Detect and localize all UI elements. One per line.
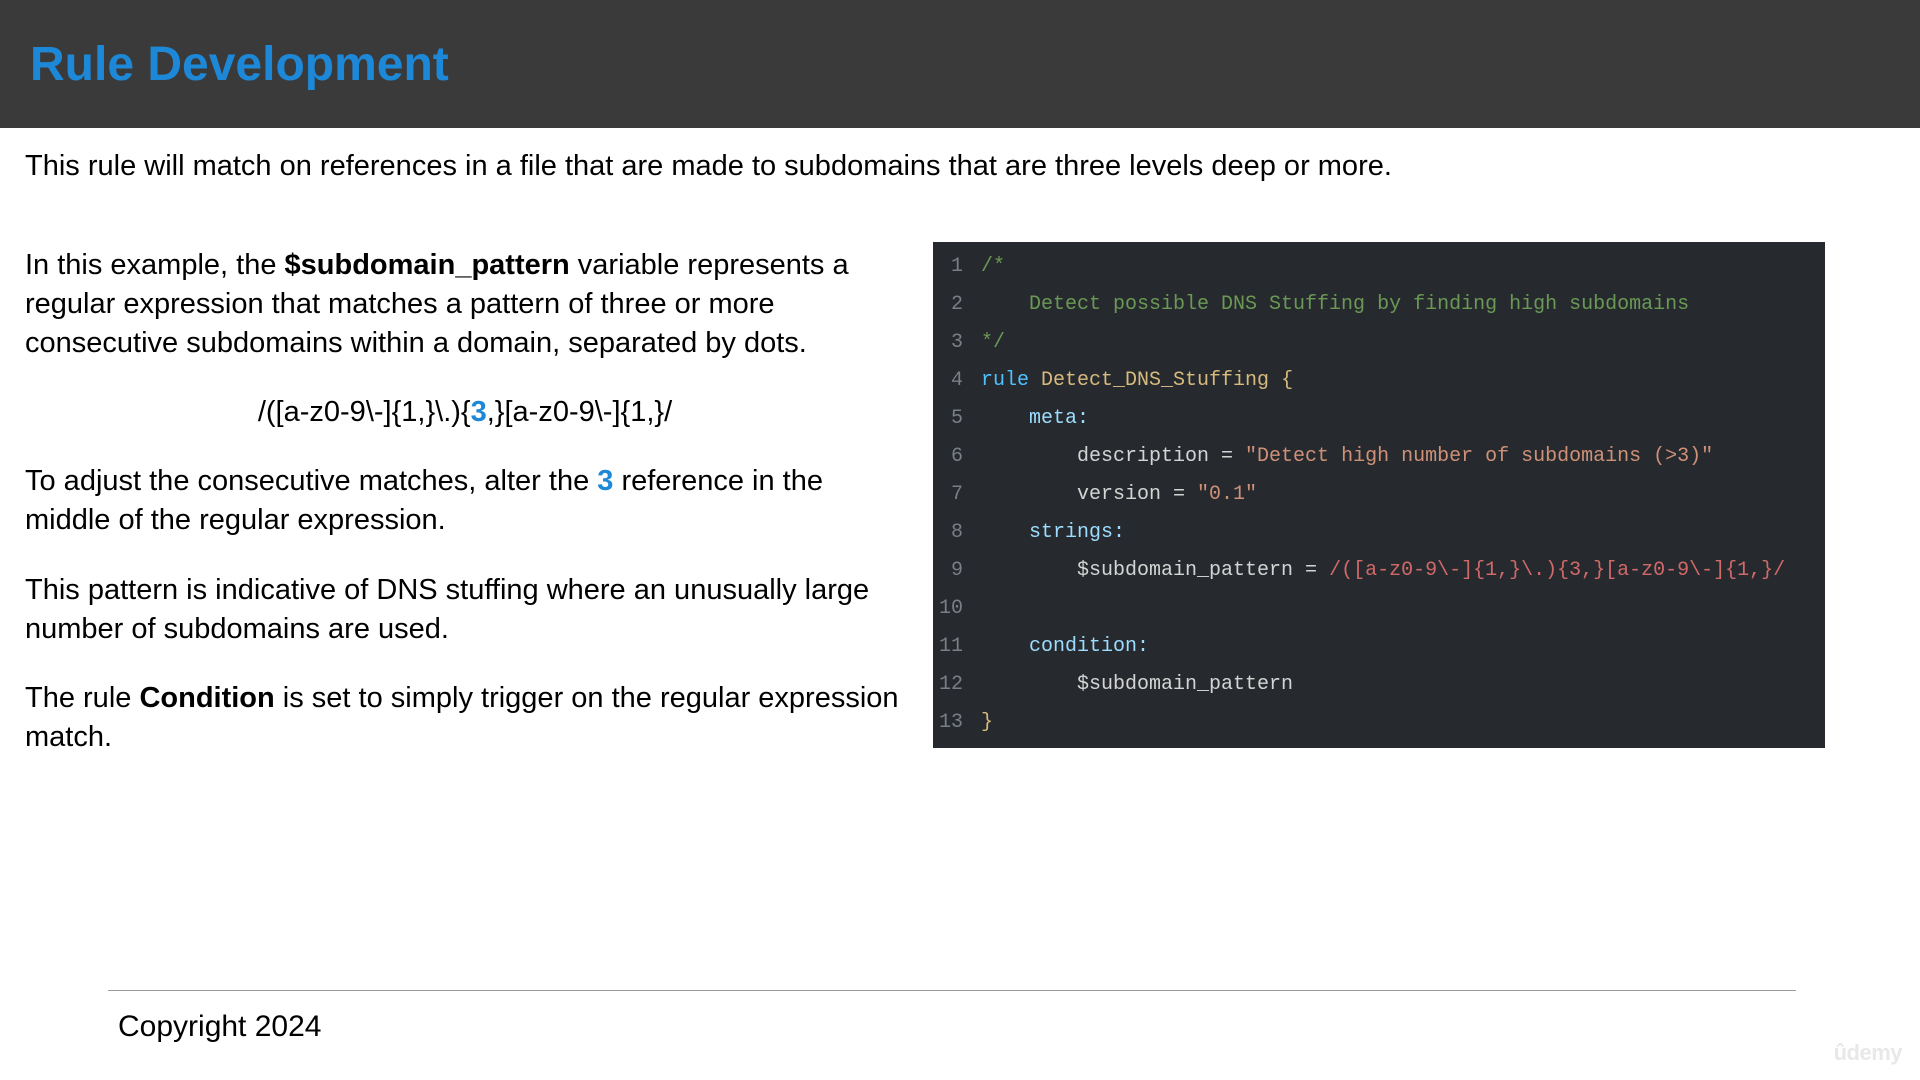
code-condition-expr: $subdomain_pattern (981, 666, 1825, 704)
p2-text-a: To adjust the consecutive matches, alter… (25, 465, 597, 497)
line-number: 9 (933, 552, 981, 590)
code-line-12: 12 $subdomain_pattern (933, 666, 1825, 704)
code-meta-section: meta: (981, 400, 1825, 438)
code-line-7: 7 version = "0.1" (933, 476, 1825, 514)
line-number: 1 (933, 248, 981, 286)
code-line-2: 2 Detect possible DNS Stuffing by findin… (933, 286, 1825, 324)
regex-part-a: /([a-z0-9\-]{1,}\.){ (258, 396, 471, 428)
code-version: version = "0.1" (981, 476, 1825, 514)
code-line-4: 4rule Detect_DNS_Stuffing { (933, 362, 1825, 400)
paragraph-4: The rule Condition is set to simply trig… (25, 679, 905, 757)
line-number: 8 (933, 514, 981, 552)
code-close-brace: } (981, 704, 1825, 742)
line-number: 5 (933, 400, 981, 438)
code-line-13: 13} (933, 704, 1825, 742)
copyright-text: Copyright 2024 (118, 1010, 321, 1044)
code-condition-section: condition: (981, 628, 1825, 666)
line-number: 4 (933, 362, 981, 400)
code-line-9: 9 $subdomain_pattern = /([a-z0-9\-]{1,}\… (933, 552, 1825, 590)
code-comment: Detect possible DNS Stuffing by finding … (981, 286, 1825, 324)
code-blank (981, 590, 1825, 628)
p1-var-name: $subdomain_pattern (285, 249, 570, 281)
paragraph-3: This pattern is indicative of DNS stuffi… (25, 571, 905, 649)
code-line-5: 5 meta: (933, 400, 1825, 438)
line-number: 6 (933, 438, 981, 476)
code-rule-decl: rule Detect_DNS_Stuffing { (981, 362, 1825, 400)
paragraph-2: To adjust the consecutive matches, alter… (25, 462, 905, 540)
intro-text: This rule will match on references in a … (25, 148, 1895, 186)
watermark-text: ûdemy (1834, 1040, 1902, 1066)
code-line-11: 11 condition: (933, 628, 1825, 666)
code-pattern-def: $subdomain_pattern = /([a-z0-9\-]{1,}\.)… (981, 552, 1825, 590)
code-line-8: 8 strings: (933, 514, 1825, 552)
line-number: 11 (933, 628, 981, 666)
footer-divider (108, 990, 1796, 991)
line-number: 7 (933, 476, 981, 514)
line-number: 12 (933, 666, 981, 704)
p1-text-a: In this example, the (25, 249, 285, 281)
line-number: 2 (933, 286, 981, 324)
code-comment: */ (981, 324, 1825, 362)
code-strings-section: strings: (981, 514, 1825, 552)
p2-highlight: 3 (597, 465, 613, 497)
line-number: 13 (933, 704, 981, 742)
code-line-6: 6 description = "Detect high number of s… (933, 438, 1825, 476)
code-description: description = "Detect high number of sub… (981, 438, 1825, 476)
regex-display: /([a-z0-9\-]{1,}\.){3,}[a-z0-9\-]{1,}/ (25, 393, 905, 432)
code-line-3: 3*/ (933, 324, 1825, 362)
p4-text-a: The rule (25, 682, 139, 714)
header-bar: Rule Development (0, 0, 1920, 128)
code-comment: /* (981, 248, 1825, 286)
page-title: Rule Development (30, 37, 449, 92)
line-number: 10 (933, 590, 981, 628)
regex-highlight: 3 (471, 396, 487, 428)
p4-bold: Condition (139, 682, 274, 714)
code-block: 1/* 2 Detect possible DNS Stuffing by fi… (933, 242, 1825, 748)
code-line-10: 10 (933, 590, 1825, 628)
left-column: In this example, the $subdomain_pattern … (25, 246, 905, 787)
code-line-1: 1/* (933, 248, 1825, 286)
paragraph-1: In this example, the $subdomain_pattern … (25, 246, 905, 363)
regex-part-b: ,}[a-z0-9\-]{1,}/ (487, 396, 672, 428)
line-number: 3 (933, 324, 981, 362)
